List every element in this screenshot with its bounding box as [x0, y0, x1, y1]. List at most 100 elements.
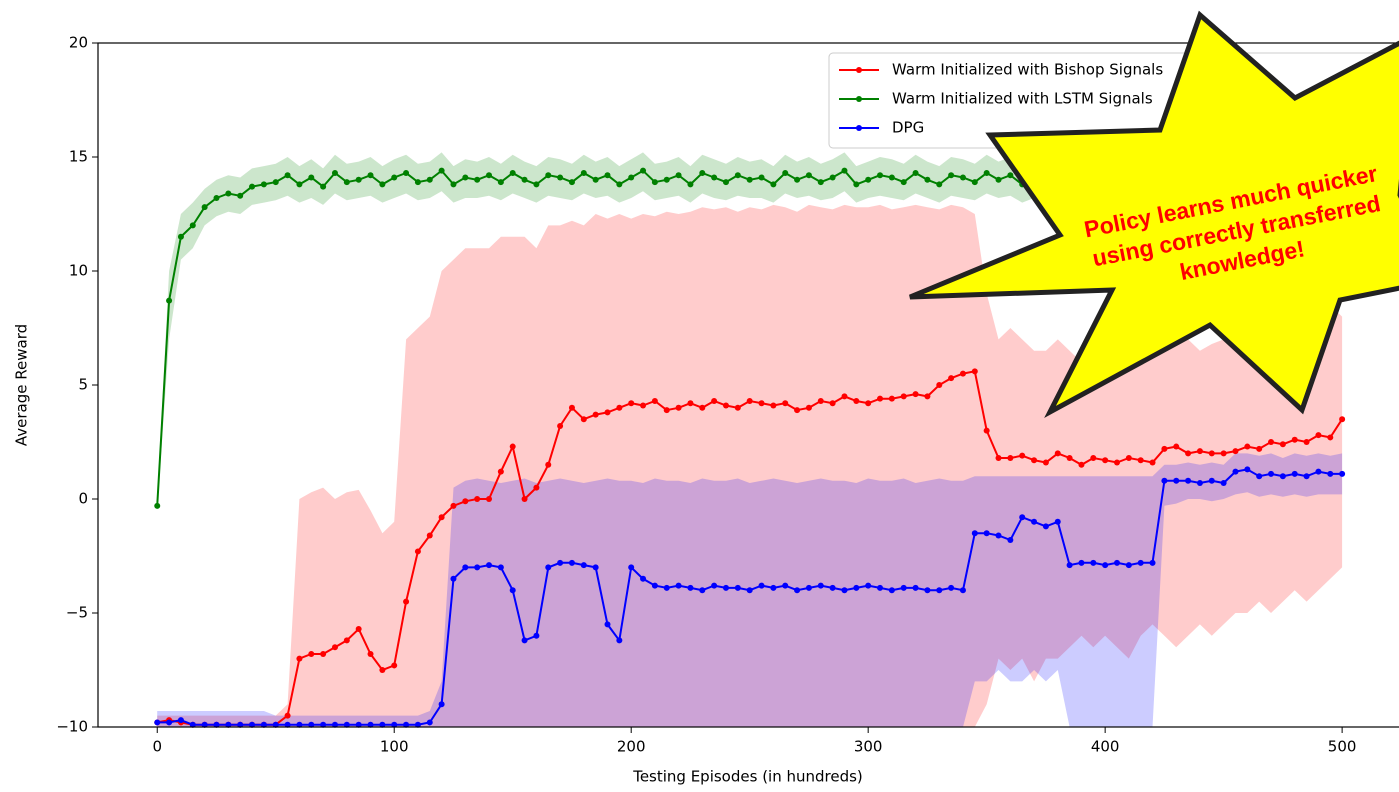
data-point	[403, 721, 410, 728]
data-point	[1090, 559, 1097, 566]
data-point	[983, 169, 990, 176]
data-point	[1268, 439, 1275, 445]
data-point	[379, 667, 386, 673]
x-axis-label: Testing Episodes (in hundreds)	[632, 768, 863, 786]
data-point	[651, 397, 658, 404]
data-point	[331, 644, 338, 651]
data-point	[545, 564, 552, 571]
data-point	[284, 721, 291, 728]
data-point	[912, 584, 919, 591]
data-point	[462, 498, 469, 505]
data-point	[154, 502, 161, 509]
data-point	[474, 564, 481, 571]
y-tick-label: −5	[66, 604, 88, 622]
data-point	[1019, 514, 1026, 521]
data-point	[770, 181, 777, 188]
data-point	[391, 174, 398, 181]
data-point	[1019, 452, 1026, 459]
data-point	[426, 176, 433, 183]
data-point	[746, 397, 753, 404]
data-point	[675, 404, 682, 411]
data-point	[272, 179, 279, 186]
data-point	[900, 179, 907, 186]
data-point	[296, 721, 303, 728]
data-point	[841, 587, 848, 594]
data-point	[841, 167, 848, 174]
data-point	[1078, 559, 1085, 566]
data-point	[1208, 450, 1215, 457]
data-point	[355, 176, 362, 183]
data-point	[1007, 454, 1014, 461]
data-point	[462, 174, 469, 181]
data-point	[912, 391, 919, 398]
data-point	[829, 400, 836, 407]
data-point	[166, 719, 173, 726]
data-point	[983, 427, 990, 434]
data-point	[687, 181, 694, 188]
data-point	[971, 530, 978, 537]
data-point	[462, 564, 469, 571]
data-point	[1185, 477, 1192, 484]
data-point	[249, 183, 256, 190]
data-point	[509, 587, 516, 594]
x-tick-label: 0	[152, 738, 162, 756]
data-point	[640, 575, 647, 582]
data-point	[284, 172, 291, 179]
data-point	[213, 721, 220, 728]
data-point	[722, 179, 729, 186]
legend-marker	[856, 96, 862, 102]
data-point	[296, 181, 303, 188]
data-point	[722, 584, 729, 591]
data-point	[805, 172, 812, 179]
data-point	[260, 181, 267, 188]
data-point	[533, 484, 540, 491]
data-point	[983, 530, 990, 537]
data-point	[1268, 470, 1275, 477]
data-point	[1054, 518, 1061, 525]
data-point	[486, 172, 493, 179]
data-point	[1303, 473, 1310, 480]
data-point	[663, 176, 670, 183]
data-point	[1327, 434, 1334, 441]
plot-frame	[97, 42, 1399, 728]
data-point	[1137, 457, 1144, 464]
data-point	[1102, 562, 1109, 569]
data-point	[877, 584, 884, 591]
data-point	[1208, 477, 1215, 484]
data-point	[853, 584, 860, 591]
data-point	[260, 721, 267, 728]
data-point	[509, 169, 516, 176]
data-point	[557, 174, 564, 181]
data-point	[924, 587, 931, 594]
data-point	[936, 587, 943, 594]
y-tick-label: 10	[69, 262, 88, 280]
data-point	[450, 181, 457, 188]
data-point	[794, 407, 801, 414]
data-point	[995, 454, 1002, 461]
data-point	[948, 584, 955, 591]
data-point	[1125, 454, 1132, 461]
data-point	[1042, 459, 1049, 466]
data-point	[1291, 470, 1298, 477]
data-point	[166, 297, 173, 304]
data-point	[711, 397, 718, 404]
data-point	[367, 172, 374, 179]
y-tick-label: 20	[69, 34, 88, 52]
data-point	[497, 179, 504, 186]
data-point	[450, 575, 457, 582]
data-point	[343, 637, 350, 644]
data-point	[225, 190, 232, 197]
data-point	[414, 548, 421, 555]
data-point	[521, 637, 528, 644]
data-point	[1315, 468, 1322, 475]
data-point	[687, 584, 694, 591]
data-point	[1066, 454, 1073, 461]
data-point	[580, 416, 587, 423]
data-point	[403, 598, 410, 605]
data-point	[343, 179, 350, 186]
data-point	[782, 169, 789, 176]
data-point	[391, 662, 398, 669]
data-point	[995, 532, 1002, 539]
x-tick-label: 200	[617, 738, 646, 756]
